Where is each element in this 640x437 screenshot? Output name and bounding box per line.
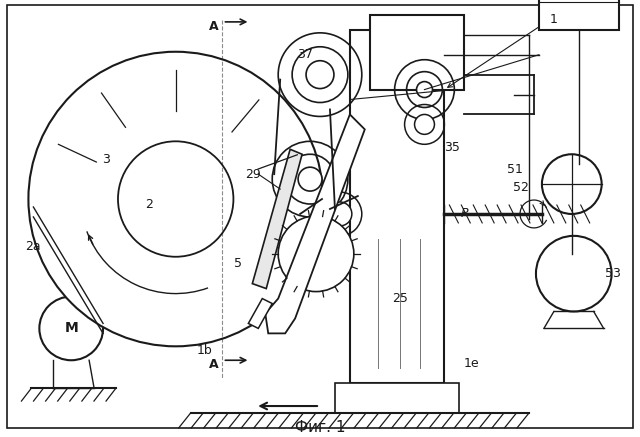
Text: 1e: 1e <box>463 357 479 370</box>
Circle shape <box>328 202 352 226</box>
Text: P: P <box>461 208 468 220</box>
Circle shape <box>415 114 435 134</box>
Text: 3: 3 <box>102 153 110 166</box>
Text: 53: 53 <box>605 267 621 280</box>
Text: 1b: 1b <box>196 344 212 357</box>
Circle shape <box>278 216 354 291</box>
Text: 2a: 2a <box>26 240 41 253</box>
Text: A: A <box>209 20 218 33</box>
Circle shape <box>28 52 323 346</box>
Bar <box>539 0 618 30</box>
Bar <box>370 15 464 90</box>
Text: Фиг. 1: Фиг. 1 <box>295 420 345 435</box>
Text: A: A <box>209 358 218 371</box>
Circle shape <box>542 154 602 214</box>
Text: 5: 5 <box>234 257 243 270</box>
Text: 25: 25 <box>392 292 408 305</box>
Polygon shape <box>248 298 272 329</box>
Text: M: M <box>65 321 78 336</box>
Text: 51: 51 <box>507 163 523 176</box>
Bar <box>335 383 460 413</box>
Circle shape <box>536 236 612 312</box>
Circle shape <box>298 167 322 191</box>
Text: 29: 29 <box>246 168 261 180</box>
Polygon shape <box>252 149 302 288</box>
Text: 1: 1 <box>550 14 558 26</box>
Circle shape <box>118 141 234 257</box>
Text: 37: 37 <box>297 48 313 61</box>
Polygon shape <box>265 114 365 333</box>
Bar <box>350 30 444 383</box>
Text: 35: 35 <box>444 141 460 154</box>
Circle shape <box>40 297 103 360</box>
Circle shape <box>306 61 334 89</box>
Text: 2: 2 <box>145 198 153 211</box>
Circle shape <box>417 82 433 97</box>
Text: 52: 52 <box>513 180 529 194</box>
